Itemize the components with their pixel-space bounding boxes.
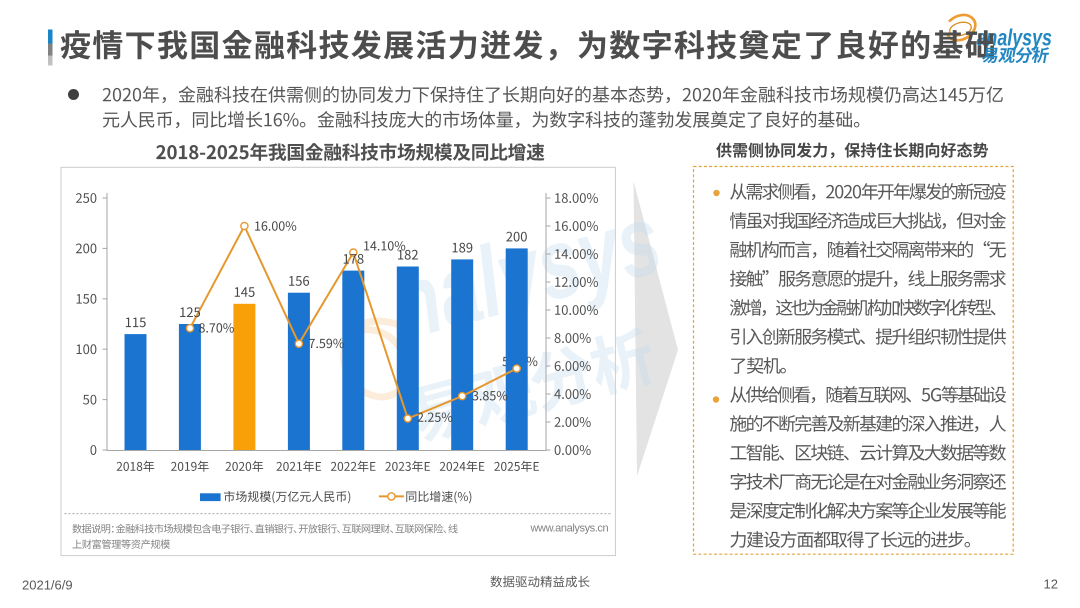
svg-text:12: 12 bbox=[1044, 577, 1058, 592]
svg-text:www.analysys.cn: www.analysys.cn bbox=[530, 523, 609, 535]
svg-text:2021/6/9: 2021/6/9 bbox=[22, 578, 73, 593]
svg-text:analysys: analysys bbox=[977, 25, 1052, 51]
